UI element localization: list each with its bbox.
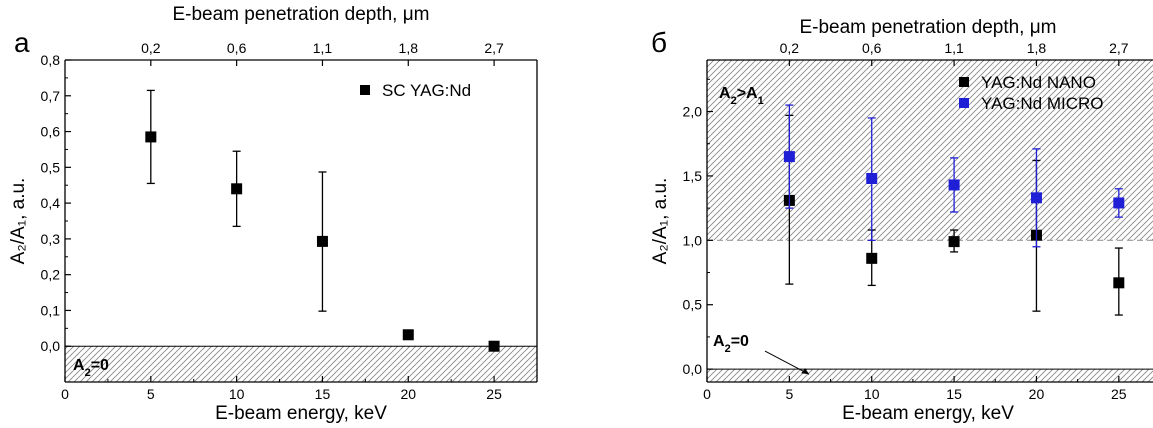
y-tick-label: 1,0: [683, 232, 703, 248]
y-tick-label: 0,1: [41, 302, 61, 318]
data-point: [783, 151, 795, 163]
top-tick-label: 1,8: [1027, 40, 1047, 56]
panel-label-b: б: [651, 27, 667, 58]
top-tick-label: 0,6: [227, 40, 247, 56]
x-tick-label: 5: [785, 386, 793, 402]
arrow-head: [801, 368, 810, 375]
top-tick-label: 1,8: [399, 40, 419, 56]
y-tick-label: 2,0: [683, 104, 703, 120]
x-tick-label: 10: [864, 386, 880, 402]
data-point: [1113, 277, 1125, 289]
x-tick-label: 15: [946, 386, 962, 402]
y-tick-label: 0,5: [683, 297, 703, 313]
top-tick-label: 1,1: [313, 40, 333, 56]
y-tick-label: 0,6: [41, 124, 61, 140]
data-point: [1030, 192, 1042, 204]
x-tick-label: 10: [229, 386, 245, 402]
top-tick-label: 0,2: [780, 40, 800, 56]
hatched-region: [707, 60, 1153, 241]
hatched-region: [65, 346, 537, 382]
top-tick-label: 1,1: [944, 40, 964, 56]
legend-marker: [959, 77, 969, 87]
x-axis-title-a: E-beam energy, keV: [215, 403, 387, 424]
legend-label: SC YAG:Nd: [382, 81, 471, 100]
data-point: [145, 131, 157, 143]
annotation-arrow: [764, 350, 810, 375]
y-axis-title-b: A₂/A₁, a.u.: [650, 178, 671, 265]
hatch-group: [707, 60, 1153, 382]
data-point: [866, 252, 878, 264]
y-tick-label: 0,2: [41, 267, 61, 283]
data-point: [1113, 197, 1125, 209]
x-tick-label: 25: [486, 386, 502, 402]
hatch-label-bottom: A2=0: [713, 333, 749, 355]
legend-marker: [360, 85, 370, 95]
y-tick-label: 0,8: [41, 52, 61, 68]
hatch-group: [65, 346, 537, 382]
x-tick-label: 0: [703, 386, 711, 402]
x-axis-title-b: E-beam energy, keV: [842, 403, 1014, 424]
x-tick-label: 20: [400, 386, 416, 402]
top-tick-label: 0,6: [862, 40, 882, 56]
y-tick-label: 1,5: [683, 168, 703, 184]
legend-label: YAG:Nd MICRO: [981, 94, 1103, 113]
legend-label: YAG:Nd NANO: [981, 73, 1096, 92]
y-tick-label: 0,3: [41, 231, 61, 247]
y-tick-label: 0,7: [41, 88, 61, 104]
hatch-label: A2=0: [73, 357, 109, 379]
x-tick-label: 5: [147, 386, 155, 402]
data-point: [488, 340, 500, 352]
top-tick-label: 2,7: [484, 40, 504, 56]
y-tick-label: 0,0: [683, 361, 703, 377]
data-point: [866, 172, 878, 184]
y-tick-label: 0,0: [41, 338, 61, 354]
data-point: [231, 183, 243, 195]
data-point: [316, 235, 328, 247]
top-tick-label: 2,7: [1109, 40, 1129, 56]
x-tick-label: 0: [61, 386, 69, 402]
data-point: [948, 179, 960, 191]
chart-panel-a: а E-beam penetration depth, μm E-beam en…: [8, 4, 538, 424]
series-group: [783, 104, 1125, 316]
y-axis-title-a: A₂/A₁, a.u.: [8, 178, 29, 265]
series-group: [145, 89, 500, 352]
y-tick-label: 0,5: [41, 159, 61, 175]
top-axis-title-b: E-beam penetration depth, μm: [799, 17, 1056, 38]
data-point: [402, 329, 414, 341]
top-axis-title-a: E-beam penetration depth, μm: [172, 4, 429, 25]
x-tick-label: 20: [1029, 386, 1045, 402]
top-tick-label: 0,2: [141, 40, 161, 56]
x-tick-label: 25: [1111, 386, 1127, 402]
chart-panel-b: б E-beam penetration depth, μm E-beam en…: [650, 17, 1153, 424]
hatched-region: [707, 369, 1153, 382]
x-tick-label: 15: [315, 386, 331, 402]
hatch-label-top: A2>A1: [719, 85, 764, 107]
legend-marker: [959, 98, 969, 108]
y-tick-label: 0,4: [41, 195, 61, 211]
data-point: [948, 236, 960, 248]
panel-label-a: а: [14, 27, 30, 58]
